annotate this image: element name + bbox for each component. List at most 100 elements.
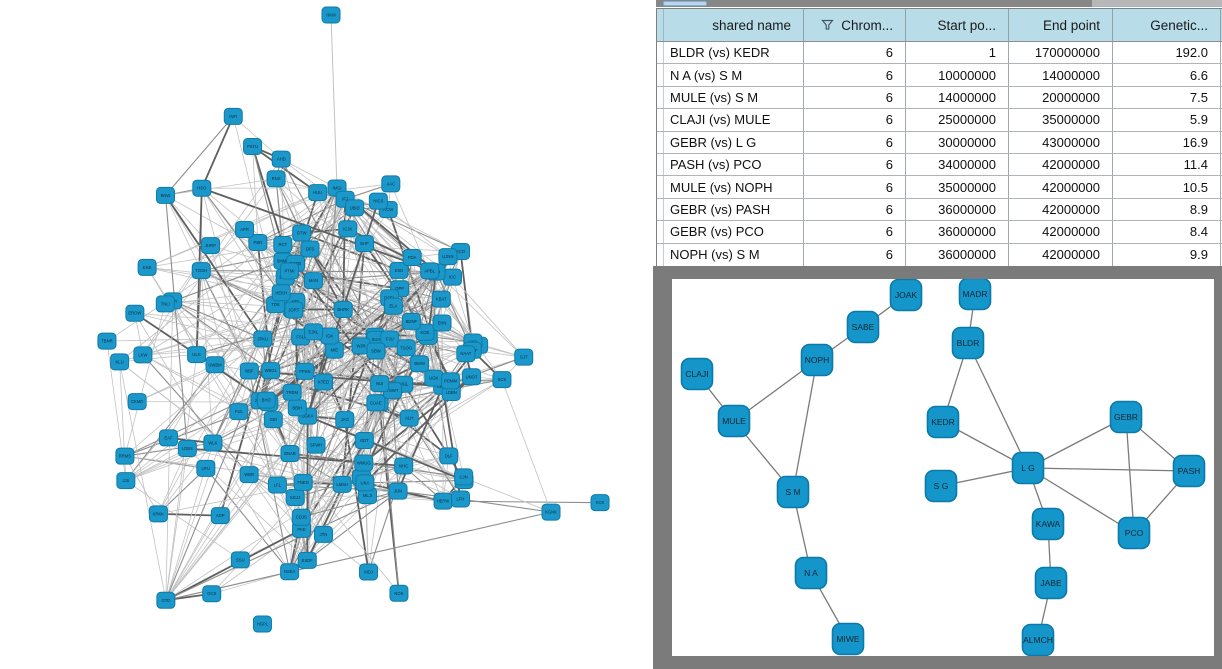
graph-node[interactable]: HGPL [252, 615, 272, 633]
graph-node[interactable]: HUU [308, 184, 328, 202]
graph-node[interactable]: NBF [239, 362, 259, 380]
graph-node[interactable]: LFH [451, 490, 471, 508]
graph-node[interactable]: CDJS [291, 508, 311, 526]
graph-node[interactable]: AAC [381, 175, 401, 193]
detail-node-kedr[interactable]: KEDR [926, 405, 960, 439]
graph-node[interactable]: EKB [137, 258, 157, 276]
graph-node[interactable]: TSOG [396, 339, 416, 357]
graph-node[interactable]: LDBS [177, 439, 197, 457]
graph-node[interactable]: GCS [202, 585, 222, 603]
graph-node[interactable]: MLJI [358, 487, 378, 505]
graph-node[interactable]: HSO [192, 179, 212, 197]
graph-node[interactable]: PSTU [243, 137, 263, 155]
graph-node[interactable]: INFI [223, 107, 243, 125]
filter-funnel-icon[interactable] [821, 19, 835, 31]
graph-node[interactable]: UKA [355, 474, 375, 492]
graph-node[interactable]: RNS [266, 170, 286, 188]
detail-node-almch[interactable]: ALMCH [1021, 623, 1055, 656]
graph-node[interactable]: WBR [239, 466, 259, 484]
graph-node[interactable]: UJNN [438, 248, 458, 266]
graph-node[interactable]: GDT [354, 432, 374, 450]
graph-node[interactable]: FUL [229, 403, 249, 421]
graph-node[interactable]: TNLI [155, 295, 175, 313]
table-row[interactable]: N A (vs) S M 6 10000000 14000000 6.6 [657, 64, 1222, 87]
detail-network-canvas[interactable]: JOAK SABE NOPH CLAJI MULE S M N A MIWE MADR BLDR K… [672, 279, 1214, 656]
graph-node[interactable]: GJT [514, 348, 534, 366]
column-header-chrom[interactable]: Chrom... [804, 9, 906, 41]
graph-node[interactable]: GBI [263, 411, 283, 429]
graph-node[interactable]: NAAT [456, 345, 476, 363]
detail-node-claji[interactable]: CLAJI [680, 357, 714, 391]
graph-node[interactable]: SSU [230, 551, 250, 569]
graph-node[interactable]: ELA [383, 297, 403, 315]
graph-node[interactable]: BBIH [287, 399, 307, 417]
graph-node[interactable]: UNOT [462, 368, 482, 386]
graph-node[interactable]: EHF [355, 234, 375, 252]
table-row[interactable]: MULE (vs) S M 6 14000000 20000000 7.5 [657, 86, 1222, 110]
graph-node[interactable]: UWBM [205, 356, 225, 374]
graph-node[interactable]: RRMS [115, 447, 135, 465]
graph-node[interactable]: JORT [284, 301, 304, 319]
detail-node-jabe[interactable]: JABE [1034, 566, 1068, 600]
graph-node[interactable]: KLU [110, 353, 130, 371]
graph-node[interactable]: EAF [158, 429, 178, 447]
table-row[interactable]: BLDR (vs) KEDR 6 1 170000000 192.0 [657, 42, 1222, 65]
graph-node[interactable]: CJN [454, 468, 474, 486]
graph-node[interactable]: ICJK [338, 220, 358, 238]
graph-node[interactable]: DLF [439, 447, 459, 465]
graph-node[interactable]: KRKK [148, 505, 168, 523]
graph-node[interactable]: MAN [303, 272, 323, 290]
graph-node[interactable]: SCK [492, 371, 512, 389]
graph-node[interactable]: DFS [300, 240, 320, 258]
graph-node[interactable]: HEKH [271, 284, 291, 302]
graph-node[interactable]: ULG [187, 346, 207, 364]
graph-node[interactable]: CKMD [127, 393, 147, 411]
detail-node-s-g[interactable]: S G [924, 469, 958, 503]
graph-node[interactable]: RCT [273, 236, 293, 254]
graph-node[interactable]: UGK [424, 369, 444, 387]
graph-node[interactable]: LKW [133, 346, 153, 364]
table-row[interactable]: CLAJI (vs) MULE 6 25000000 35000000 5.9 [657, 109, 1222, 132]
graph-node[interactable]: WLK [203, 434, 223, 452]
graph-node[interactable]: EJKL [304, 323, 324, 341]
graph-node[interactable]: IGK [320, 327, 340, 345]
detail-node-l-g[interactable]: L G [1011, 451, 1045, 485]
detail-node-bldr[interactable]: BLDR [951, 326, 985, 360]
table-row[interactable]: PASH (vs) PCO 6 34000000 42000000 11.4 [657, 153, 1222, 177]
graph-node[interactable]: FDA [402, 248, 422, 266]
graph-node[interactable]: JTN [313, 525, 333, 543]
graph-node[interactable]: TGGH [191, 262, 211, 280]
graph-node[interactable]: KGNK [541, 503, 561, 521]
graph-node[interactable]: NOK [389, 584, 409, 602]
graph-node[interactable]: ICC [442, 268, 462, 286]
table-row[interactable]: GEBR (vs) L G 6 30000000 43000000 16.9 [657, 131, 1222, 154]
graph-node[interactable]: BDNF [401, 312, 421, 330]
graph-node[interactable]: TREM [282, 383, 302, 401]
graph-node[interactable]: PTMI [280, 262, 300, 280]
detail-node-kawa[interactable]: KAWA [1031, 507, 1065, 541]
graph-node[interactable]: HICS [368, 192, 388, 210]
graph-node[interactable]: WMUG [354, 454, 374, 472]
detail-node-s-m[interactable]: S M [776, 475, 810, 509]
graph-node[interactable]: EROW [125, 304, 145, 322]
graph-node[interactable]: JHRP [201, 237, 221, 255]
detail-node-joak[interactable]: JOAK [889, 279, 923, 312]
graph-node[interactable]: HBTW [433, 492, 453, 510]
graph-node[interactable]: KEJJ [285, 488, 305, 506]
detail-node-pco[interactable]: PCO [1117, 516, 1151, 550]
graph-node[interactable]: GTD [156, 591, 176, 609]
table-row[interactable]: NOPH (vs) S M 6 36000000 42000000 9.9 [657, 243, 1222, 266]
graph-node[interactable]: LMSH [332, 475, 352, 493]
graph-node[interactable]: SFWH [306, 436, 326, 454]
graph-node[interactable]: UFU [196, 459, 216, 477]
detail-node-noph[interactable]: NOPH [800, 343, 834, 377]
graph-node[interactable]: APBL [420, 262, 440, 280]
graph-node[interactable]: EHN [432, 314, 452, 332]
graph-node[interactable]: FNEG [293, 473, 313, 491]
graph-node[interactable]: NHC [394, 457, 414, 475]
column-header-name[interactable]: shared name [664, 9, 804, 41]
scrollbar-thumb[interactable] [663, 1, 707, 6]
graph-node[interactable]: MDJ [359, 563, 379, 581]
graph-node[interactable]: SBW [366, 342, 386, 360]
graph-node[interactable]: KCK [590, 494, 610, 512]
